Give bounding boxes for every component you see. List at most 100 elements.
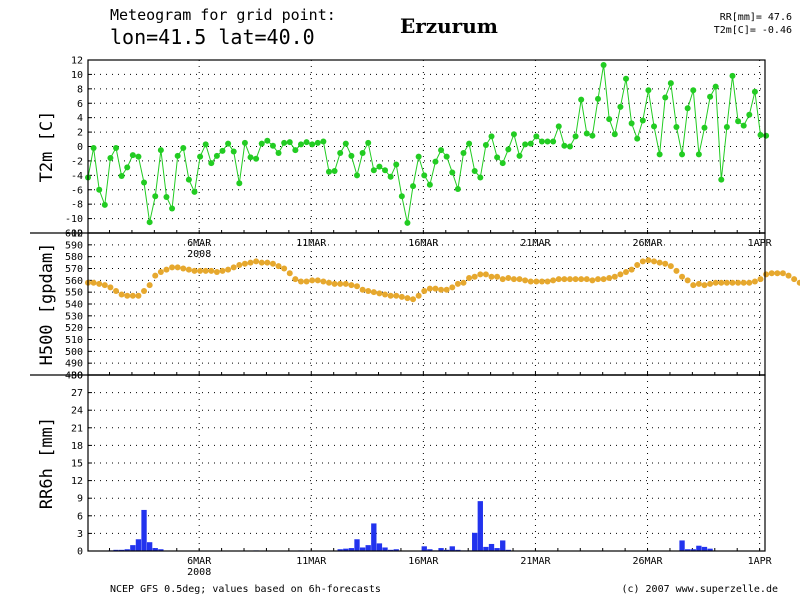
rr-bar <box>488 543 495 551</box>
rr-bar <box>152 548 158 551</box>
panel-frame <box>87 374 766 552</box>
h500-point <box>454 280 461 287</box>
h500-point <box>763 271 770 278</box>
t2m-point <box>275 149 282 156</box>
y-tick-label: 580 <box>65 252 83 263</box>
h500-point <box>723 279 730 286</box>
h500-point <box>589 277 596 284</box>
t2m-point <box>241 139 248 146</box>
t2m-point <box>527 140 534 147</box>
h500-point <box>113 287 120 294</box>
rr-bar <box>359 547 366 551</box>
h500-point <box>225 266 232 273</box>
rr-bar <box>494 548 500 551</box>
y-tick-label: 500 <box>65 347 83 358</box>
t2m-point <box>90 144 97 151</box>
rr-bar <box>421 546 427 551</box>
h500-point <box>550 277 557 284</box>
h500-point <box>365 287 372 294</box>
t2m-point <box>208 160 215 167</box>
t2m-point <box>303 139 310 146</box>
h500-point <box>583 276 590 283</box>
t2m-point <box>679 151 686 158</box>
rr-bar <box>449 546 455 551</box>
h500-point <box>499 276 506 283</box>
y-tick-label: -8 <box>71 200 83 211</box>
y-tick-label: 550 <box>65 288 83 299</box>
h500-point <box>757 276 764 283</box>
t2m-point <box>538 138 545 145</box>
t2m-readout: T2m[C]= -0.46 <box>713 25 792 36</box>
title-line-1: Meteogram for grid point: <box>110 6 336 24</box>
t2m-point <box>482 142 489 149</box>
h500-point <box>359 286 366 293</box>
x-tick-label: 21MAR <box>520 238 551 249</box>
rr-bar <box>365 545 371 551</box>
x-tick-label: 26MAR <box>632 556 663 567</box>
t2m-point <box>684 105 691 112</box>
rr-bar <box>500 540 506 551</box>
t2m-point <box>718 176 725 183</box>
t2m-point <box>583 130 590 137</box>
t2m-point <box>600 62 607 69</box>
t2m-point <box>107 155 114 162</box>
t2m-point <box>342 140 349 147</box>
t2m-point <box>197 153 204 160</box>
h500-point <box>370 289 377 296</box>
y-tick-label: 600 <box>65 229 83 240</box>
h500-point <box>174 264 181 271</box>
y-tick-label: 8 <box>77 84 83 95</box>
t2m-point <box>695 151 702 158</box>
t2m-point <box>320 138 327 145</box>
x-tick-label: 26MAR <box>632 238 663 249</box>
t2m-point <box>746 111 753 118</box>
h500-point <box>718 279 725 286</box>
h500-point <box>219 267 226 274</box>
t2m-point <box>213 152 220 159</box>
h500-point <box>342 280 349 287</box>
h500-point <box>107 284 114 291</box>
h500-point <box>572 276 579 283</box>
h500-point <box>297 278 304 285</box>
t2m-point <box>365 139 372 146</box>
h500-point <box>634 261 641 268</box>
t2m-point <box>617 103 624 110</box>
h500-point <box>208 267 215 274</box>
t2m-point <box>505 146 512 153</box>
t2m-point <box>494 154 501 161</box>
title-line-2: lon=41.5 lat=40.0 <box>110 25 315 49</box>
t2m-point <box>634 135 641 142</box>
h500-point <box>600 276 607 283</box>
h500-point <box>477 271 484 278</box>
h500-point <box>538 278 545 285</box>
rr-bar <box>354 539 360 551</box>
t2m-point <box>141 179 148 186</box>
h500-point <box>494 273 501 280</box>
t2m-point <box>297 141 304 148</box>
t2m-point <box>387 173 394 180</box>
h500-point <box>533 278 540 285</box>
t2m-point <box>354 172 361 179</box>
t2m-point <box>258 140 265 147</box>
rr-bar <box>371 523 377 551</box>
h500-point <box>561 276 568 283</box>
t2m-point <box>421 172 428 179</box>
h500-point <box>740 279 747 286</box>
t2m-point <box>522 141 529 148</box>
y-tick-label: 530 <box>65 311 83 322</box>
h500-point <box>410 296 417 303</box>
rr-bar <box>158 549 164 551</box>
x-tick-label: 6MAR <box>187 238 212 249</box>
t2m-point <box>729 72 736 79</box>
h500-point <box>258 259 265 266</box>
t2m-point <box>129 152 136 159</box>
h500-point <box>421 287 428 294</box>
h500-point <box>774 270 781 277</box>
t2m-point <box>757 131 764 138</box>
t2m-point <box>113 144 120 151</box>
h500-point <box>325 279 332 286</box>
t2m-point <box>651 123 658 130</box>
rr-bar <box>472 532 478 551</box>
t2m-point <box>247 154 254 161</box>
rr-bar <box>382 547 388 551</box>
